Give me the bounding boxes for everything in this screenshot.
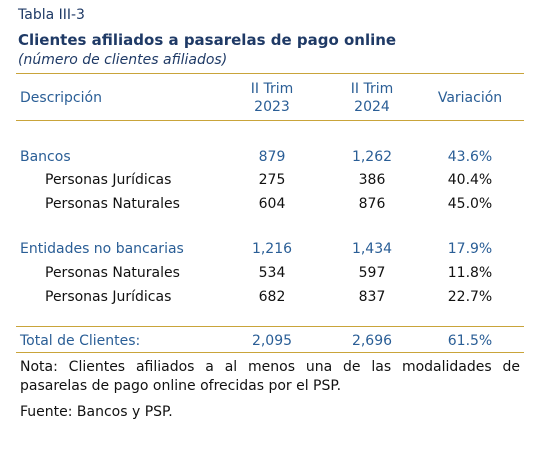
row-label: Entidades no bancarias [20, 241, 184, 257]
row-label: Personas Naturales [45, 196, 180, 212]
rule [16, 352, 524, 353]
cell: 1,434 [351, 241, 393, 257]
cell: 386 [358, 172, 386, 188]
table-label: Tabla III-3 [18, 7, 85, 23]
row-label: Personas Naturales [45, 265, 180, 281]
column-header: Variación [437, 90, 503, 106]
total-cell: 2,095 [251, 333, 293, 349]
column-header: II Trim [250, 81, 294, 97]
cell: 40.4% [447, 172, 493, 188]
cell: 275 [258, 172, 286, 188]
total-cell: 2,696 [351, 333, 393, 349]
total-cell: 61.5% [447, 333, 493, 349]
cell: 597 [358, 265, 386, 281]
table-title: Clientes afiliados a pasarelas de pago o… [18, 31, 397, 49]
table-subtitle: (número de clientes afiliados) [18, 52, 228, 68]
total-label: Total de Clientes: [20, 333, 141, 349]
column-header: II Trim [350, 81, 394, 97]
row-label: Bancos [20, 149, 71, 165]
source: Fuente: Bancos y PSP. [20, 404, 173, 420]
cell: 876 [358, 196, 386, 212]
rule [16, 73, 524, 74]
cell: 837 [358, 289, 386, 305]
rule [16, 120, 524, 121]
row-label: Personas Jurídicas [45, 289, 172, 305]
cell: 11.8% [447, 265, 493, 281]
cell: 22.7% [447, 289, 493, 305]
cell: 1,262 [351, 149, 393, 165]
note: Nota: Clientes afiliados a al menos una … [20, 359, 520, 394]
cell: 45.0% [447, 196, 493, 212]
cell: 534 [258, 265, 286, 281]
column-header: 2024 [354, 99, 390, 115]
column-header: 2023 [254, 99, 290, 115]
cell: 682 [258, 289, 286, 305]
column-header: Descripción [20, 90, 102, 106]
cell: 879 [258, 149, 286, 165]
row-label: Personas Jurídicas [45, 172, 172, 188]
cell: 17.9% [447, 241, 493, 257]
cell: 1,216 [251, 241, 293, 257]
cell: 604 [258, 196, 286, 212]
cell: 43.6% [447, 149, 493, 165]
rule [16, 326, 524, 327]
